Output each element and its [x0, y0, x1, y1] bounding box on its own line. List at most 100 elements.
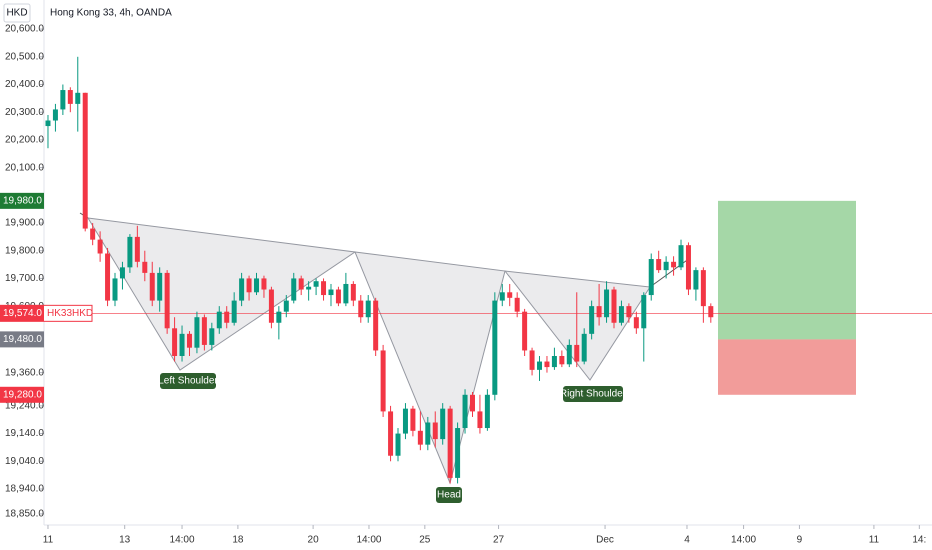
candle-body	[127, 236, 133, 268]
candle-body	[388, 411, 394, 456]
price-badge-label: 19,280.0	[3, 389, 42, 400]
candle-body	[410, 408, 416, 431]
x-tick-label: 25	[419, 535, 431, 546]
y-tick-label: 20,500.0	[5, 51, 44, 62]
currency: HKD	[6, 8, 27, 19]
candle-body	[641, 295, 647, 329]
candle-body	[522, 311, 528, 351]
candle-body	[321, 281, 327, 296]
x-tick-label: 14:00	[170, 535, 195, 546]
pattern-label: Right Shoulder	[560, 389, 627, 400]
left-shoulder-shape	[87, 217, 357, 371]
chart-title: Hong Kong 33, 4h, OANDA	[50, 8, 172, 19]
candle-body	[231, 300, 237, 323]
candle-body	[589, 306, 595, 334]
y-tick-label: 19,360.0	[5, 367, 44, 378]
y-tick-label: 20,200.0	[5, 135, 44, 146]
candle-body	[537, 361, 543, 370]
candle-body	[239, 278, 245, 301]
x-tick-label: 14:00	[731, 535, 756, 546]
candle-body	[343, 283, 349, 304]
candle-body	[172, 328, 178, 357]
candle-body	[157, 272, 163, 301]
y-tick-label: 18,940.0	[5, 484, 44, 495]
candle-body	[551, 356, 557, 368]
y-tick-label: 20,600.0	[5, 24, 44, 35]
candle-body	[224, 311, 230, 323]
candle-body	[700, 270, 706, 307]
candle-body	[440, 408, 446, 440]
candle-body	[350, 283, 356, 301]
candle-body	[67, 90, 73, 104]
candle-body	[574, 344, 580, 362]
label-box	[436, 487, 462, 503]
price-badge	[0, 331, 44, 348]
candle-body	[611, 289, 617, 323]
candle-body	[380, 350, 386, 412]
stop-zone	[718, 339, 856, 395]
candle-body	[246, 278, 252, 293]
x-tick-label: 14:00	[356, 535, 381, 546]
price-badge-label: 19,480.0	[3, 334, 42, 345]
candle-body	[685, 245, 691, 290]
x-tick-label: 13	[119, 535, 131, 546]
y-tick-label: 19,900.0	[5, 218, 44, 229]
candle-body	[194, 317, 200, 348]
pattern-label: Head	[437, 490, 461, 501]
candle-body	[544, 361, 550, 368]
candle-body	[358, 300, 364, 318]
y-tick-label: 19,140.0	[5, 428, 44, 439]
candle-body	[455, 428, 461, 478]
candle-body	[671, 261, 677, 268]
price-badge-label: 19,980.0	[3, 195, 42, 206]
x-tick-label: 27	[493, 535, 505, 546]
plot	[45, 56, 932, 484]
candle-body	[477, 411, 483, 429]
x-tick-label: 9	[797, 535, 803, 546]
candle-body	[693, 270, 699, 290]
candle-body	[52, 109, 58, 121]
head-shape	[354, 251, 506, 485]
candle-body	[90, 228, 96, 240]
y-tick-label: 19,700.0	[5, 273, 44, 284]
candle-body	[134, 236, 140, 262]
candle-body	[618, 306, 624, 323]
y-tick-label: 19,040.0	[5, 456, 44, 467]
candle-body	[596, 306, 602, 318]
candle-body	[261, 278, 267, 290]
candle-body	[283, 300, 289, 312]
y-tick-label: 20,400.0	[5, 79, 44, 90]
candle-body	[276, 311, 282, 323]
x-tick-label: Dec	[596, 535, 614, 546]
candle-body	[97, 239, 103, 254]
candle-body	[60, 90, 66, 110]
x-tick-label: 14:	[912, 535, 926, 546]
candle-body	[484, 394, 490, 429]
candle-body	[335, 289, 341, 304]
candle-body	[209, 328, 215, 345]
candle-body	[678, 245, 684, 268]
x-tick-label: 20	[308, 535, 320, 546]
candle-body	[648, 259, 654, 296]
candle-body	[328, 289, 334, 296]
candle-body	[604, 289, 610, 318]
candle-body	[663, 261, 669, 271]
candle-body	[395, 433, 401, 456]
candle-body	[149, 272, 155, 301]
label-box	[563, 386, 623, 402]
candle-body	[201, 317, 207, 345]
x-tick-label: 11	[869, 535, 880, 546]
y-tick-label: 19,240.0	[5, 401, 44, 412]
candle-body	[373, 300, 379, 351]
candle-body	[581, 333, 587, 362]
candle-body	[425, 422, 431, 445]
target-zone	[718, 200, 856, 340]
candle-body	[514, 297, 520, 312]
candle-body	[507, 292, 513, 298]
candle-body	[119, 267, 125, 279]
candle-body	[313, 281, 319, 287]
candle-body	[633, 317, 639, 329]
x-tick-label: 11	[43, 535, 54, 546]
candle-body	[75, 92, 81, 104]
